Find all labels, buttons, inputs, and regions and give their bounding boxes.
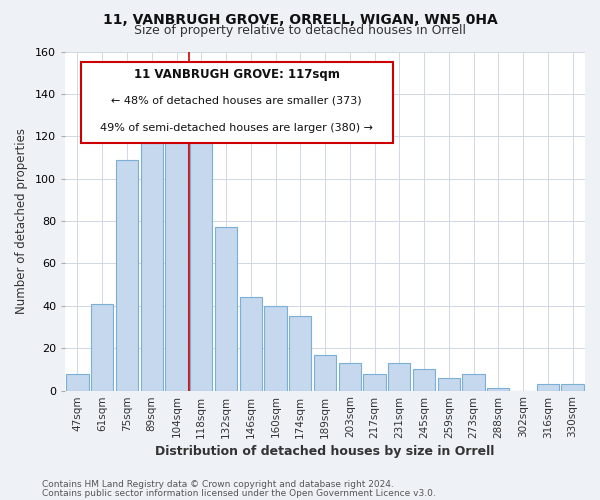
Text: Size of property relative to detached houses in Orrell: Size of property relative to detached ho… xyxy=(134,24,466,37)
Text: Contains HM Land Registry data © Crown copyright and database right 2024.: Contains HM Land Registry data © Crown c… xyxy=(42,480,394,489)
Bar xyxy=(190,140,212,390)
Bar xyxy=(364,374,386,390)
Bar xyxy=(314,354,336,390)
Bar xyxy=(487,388,509,390)
Text: 49% of semi-detached houses are larger (380) →: 49% of semi-detached houses are larger (… xyxy=(100,122,373,132)
Bar xyxy=(140,142,163,390)
Bar xyxy=(413,370,435,390)
Bar xyxy=(215,228,237,390)
Bar xyxy=(116,160,138,390)
Bar xyxy=(388,363,410,390)
Text: 11 VANBRUGH GROVE: 117sqm: 11 VANBRUGH GROVE: 117sqm xyxy=(134,68,340,82)
Text: 11, VANBRUGH GROVE, ORRELL, WIGAN, WN5 0HA: 11, VANBRUGH GROVE, ORRELL, WIGAN, WN5 0… xyxy=(103,12,497,26)
Y-axis label: Number of detached properties: Number of detached properties xyxy=(15,128,28,314)
FancyBboxPatch shape xyxy=(80,62,392,143)
Bar xyxy=(265,306,287,390)
Bar xyxy=(562,384,584,390)
X-axis label: Distribution of detached houses by size in Orrell: Distribution of detached houses by size … xyxy=(155,444,495,458)
Bar xyxy=(437,378,460,390)
Bar xyxy=(289,316,311,390)
Bar xyxy=(239,298,262,390)
Bar xyxy=(67,374,89,390)
Text: ← 48% of detached houses are smaller (373): ← 48% of detached houses are smaller (37… xyxy=(112,96,362,106)
Bar xyxy=(91,304,113,390)
Bar xyxy=(166,120,188,390)
Bar xyxy=(338,363,361,390)
Bar xyxy=(537,384,559,390)
Text: Contains public sector information licensed under the Open Government Licence v3: Contains public sector information licen… xyxy=(42,488,436,498)
Bar xyxy=(463,374,485,390)
